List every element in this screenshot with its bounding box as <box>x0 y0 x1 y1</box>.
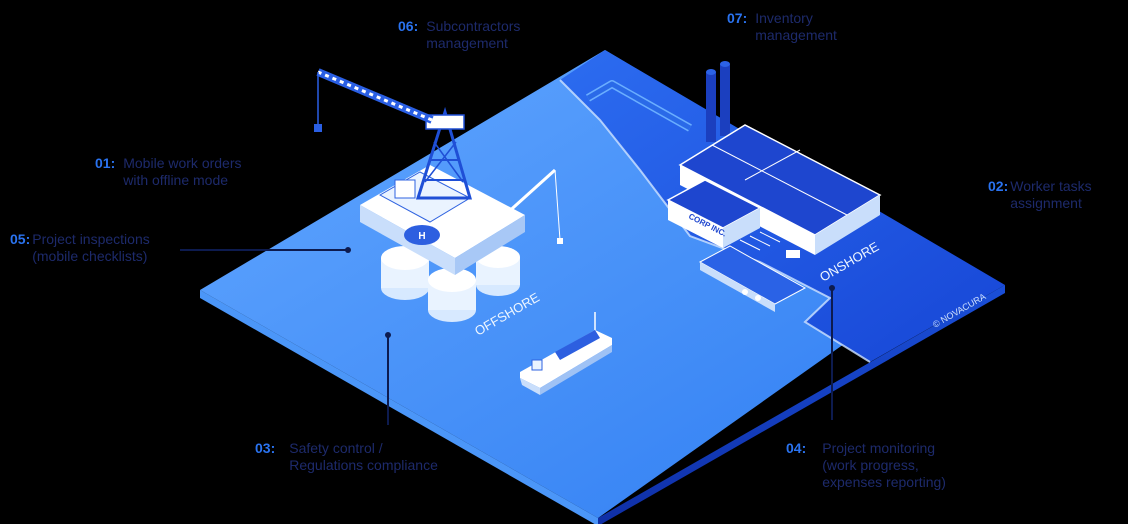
callout-02: 02: Worker tasks assignment <box>988 178 1092 212</box>
callout-02-number: 02: <box>988 178 1009 194</box>
callout-06-line1: Subcontractors <box>426 18 521 34</box>
callout-06-number: 06: <box>398 18 419 34</box>
callout-03-line1: Safety control / <box>289 440 383 456</box>
callout-06: 06: Subcontractors management <box>398 18 520 52</box>
callout-07-number: 07: <box>727 10 748 26</box>
callout-05-line1: Project inspections <box>32 231 150 247</box>
callout-03-number: 03: <box>255 440 276 456</box>
callout-01-line1: Mobile work orders <box>123 155 242 171</box>
callout-01-number: 01: <box>95 155 116 171</box>
callout-04-line2: (work progress, <box>822 457 919 473</box>
callout-01-line2: with offline mode <box>123 172 229 188</box>
callout-04: 04: Project monitoring (work progress, expe… <box>786 440 946 491</box>
callout-07-line1: Inventory <box>755 10 813 26</box>
callout-05-number: 05: <box>10 231 31 247</box>
callout-05: 05: Project inspections (mobile checklists… <box>10 231 150 265</box>
oil-rig: H <box>314 68 563 322</box>
callout-03-line2: Regulations compliance <box>289 457 438 473</box>
callout-04-line3: expenses reporting) <box>822 474 946 490</box>
callout-03: 03: Safety control / Regulations complianc… <box>255 440 438 474</box>
callout-05-line2: (mobile checklists) <box>32 248 148 264</box>
callout-01: 01: Mobile work orders with offline mode <box>95 155 242 189</box>
callout-04-line1: Project monitoring <box>822 440 936 456</box>
svg-text:H: H <box>418 231 425 242</box>
callout-04-number: 04: <box>786 440 807 456</box>
factory: CORP INC. <box>666 61 882 258</box>
cargo-ship <box>520 312 612 395</box>
callout-06-line2: management <box>426 35 508 51</box>
callout-02-line1: Worker tasks <box>1010 178 1092 194</box>
leader-lines <box>180 247 835 425</box>
callout-07-line2: management <box>755 27 837 43</box>
callout-07: 07: Inventory management <box>727 10 837 44</box>
callout-02-line2: assignment <box>1010 195 1082 211</box>
dock <box>698 245 807 312</box>
